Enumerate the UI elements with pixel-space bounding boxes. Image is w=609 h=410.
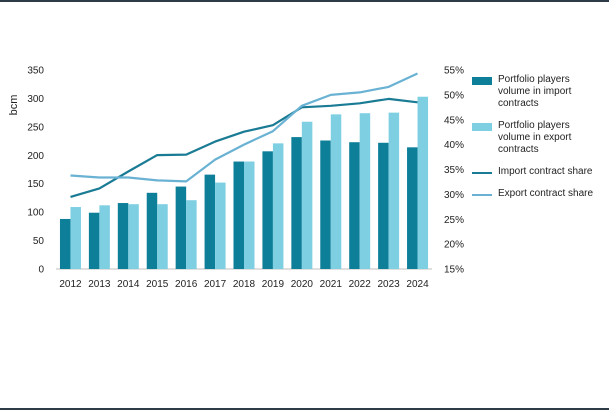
legend-item-import-share: Import contract share (472, 166, 604, 178)
y-tick-label: 250 (27, 122, 44, 133)
x-tick-label: 2019 (262, 279, 285, 290)
legend-item-export-volume: Portfolio players volume in export contr… (472, 120, 604, 156)
legend-swatch-import-volume (472, 77, 492, 85)
import-volume-bar (320, 140, 331, 269)
import-volume-bar (291, 137, 302, 269)
legend-swatch-export-share (472, 194, 492, 196)
x-tick-label: 2023 (377, 279, 400, 290)
x-tick-label: 2014 (117, 279, 140, 290)
export-volume-bar (330, 114, 342, 269)
import-volume-bar (233, 161, 244, 269)
y2-tick-label: 50% (444, 90, 464, 101)
y2-tick-label: 45% (444, 115, 464, 126)
y-tick-label: 350 (27, 66, 44, 77)
import-share-line (70, 97, 418, 198)
x-tick-label: 2015 (146, 279, 169, 290)
legend-label-import-share: Import contract share (498, 166, 593, 177)
y-tick-label: 300 (27, 94, 44, 105)
top-frame-border (0, 0, 609, 2)
import-volume-bar (88, 212, 100, 269)
export-volume-bar (272, 143, 284, 269)
export-volume-bar (215, 182, 226, 269)
export-volume-bar (359, 113, 371, 269)
y2-tick-label: 20% (444, 240, 464, 251)
import-volume-bar (204, 174, 216, 269)
y2-tick-label: 55% (444, 66, 464, 77)
legend-label-export-share: Export contract share (498, 188, 594, 199)
export-volume-bar (244, 161, 255, 269)
legend-item-import-volume: Portfolio players volume in import contr… (472, 74, 604, 110)
x-tick-label: 2017 (204, 279, 227, 290)
y-tick-label: 50 (33, 236, 45, 247)
x-tick-label: 2021 (320, 279, 343, 290)
import-volume-bar (349, 142, 360, 269)
export-volume-bar (186, 200, 197, 269)
import-volume-bar (175, 186, 187, 269)
export-volume-bar (70, 207, 81, 269)
y-tick-label: 200 (27, 151, 44, 162)
legend-label-export-volume: Portfolio players volume in export contr… (498, 120, 572, 155)
y2-tick-label: 40% (444, 140, 464, 151)
x-tick-label: 2020 (291, 279, 314, 290)
export-volume-bar (128, 204, 139, 269)
y-tick-label: 150 (27, 179, 44, 190)
x-tick-label: 2016 (175, 279, 198, 290)
export-volume-bar (301, 121, 313, 270)
y-axis-title: bcm (8, 95, 20, 116)
import-volume-bar (407, 147, 418, 269)
y2-tick-label: 30% (444, 190, 464, 201)
y2-tick-label: 35% (444, 165, 464, 176)
import-volume-bar (59, 218, 71, 269)
export-volume-bar (99, 205, 110, 269)
import-volume-bar (378, 142, 389, 269)
import-volume-bar (117, 203, 129, 269)
x-tick-label: 2013 (88, 279, 111, 290)
legend-swatch-import-share (472, 172, 492, 174)
import-volume-bar (146, 192, 158, 269)
y2-tick-label: 15% (444, 265, 464, 276)
legend-swatch-export-volume (472, 123, 492, 131)
x-tick-label: 2022 (349, 279, 372, 290)
x-tick-label: 2012 (59, 279, 82, 290)
import-volume-bar (262, 151, 273, 269)
export-volume-bar (417, 96, 429, 269)
legend-item-export-share: Export contract share (472, 188, 604, 200)
export-share-line (70, 72, 418, 183)
y-tick-label: 100 (27, 208, 44, 219)
x-tick-label: 2018 (233, 279, 256, 290)
export-volume-bar (157, 204, 168, 269)
export-volume-bar (388, 112, 400, 270)
bottom-frame-border (0, 408, 609, 410)
y2-tick-label: 25% (444, 215, 464, 226)
legend-label-import-volume: Portfolio players volume in import contr… (498, 74, 572, 109)
chart-legend: Portfolio players volume in import contr… (472, 74, 604, 210)
x-tick-label: 2024 (406, 279, 429, 290)
y-tick-label: 0 (38, 265, 44, 276)
